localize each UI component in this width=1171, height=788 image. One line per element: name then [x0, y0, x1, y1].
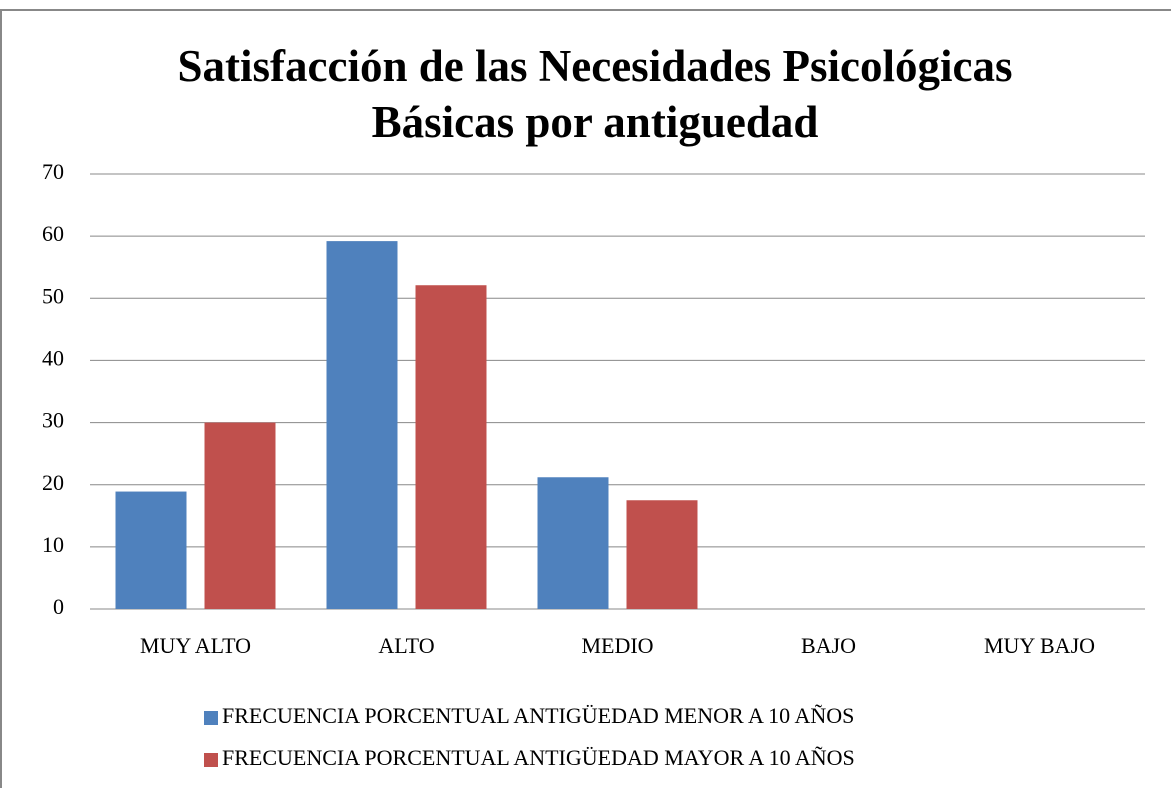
legend-label: FRECUENCIA PORCENTUAL ANTIGÜEDAD MAYOR A…	[222, 745, 855, 770]
y-tick-label: 20	[42, 470, 64, 495]
legend-label: FRECUENCIA PORCENTUAL ANTIGÜEDAD MENOR A…	[222, 703, 854, 728]
x-tick-label: MEDIO	[581, 633, 653, 658]
y-tick-label: 40	[42, 345, 64, 370]
x-tick-label: BAJO	[801, 633, 856, 658]
y-tick-label: 0	[53, 594, 64, 619]
chart-border	[0, 9, 1171, 788]
y-tick-label: 10	[42, 532, 64, 557]
bar	[626, 500, 698, 609]
chart-title: Satisfacción de las Necesidades Psicológ…	[177, 41, 1013, 147]
bar	[204, 422, 276, 609]
legend-swatch	[204, 711, 218, 725]
bar	[326, 241, 398, 609]
bar	[115, 491, 187, 609]
x-tick-label: ALTO	[378, 633, 434, 658]
y-tick-label: 50	[42, 283, 64, 308]
bar	[415, 285, 487, 609]
x-tick-label: MUY ALTO	[140, 633, 251, 658]
y-tick-label: 70	[42, 159, 64, 184]
y-tick-label: 30	[42, 408, 64, 433]
bar	[537, 477, 609, 609]
x-tick-label: MUY BAJO	[984, 633, 1095, 658]
legend-swatch	[204, 753, 218, 767]
y-tick-label: 60	[42, 221, 64, 246]
